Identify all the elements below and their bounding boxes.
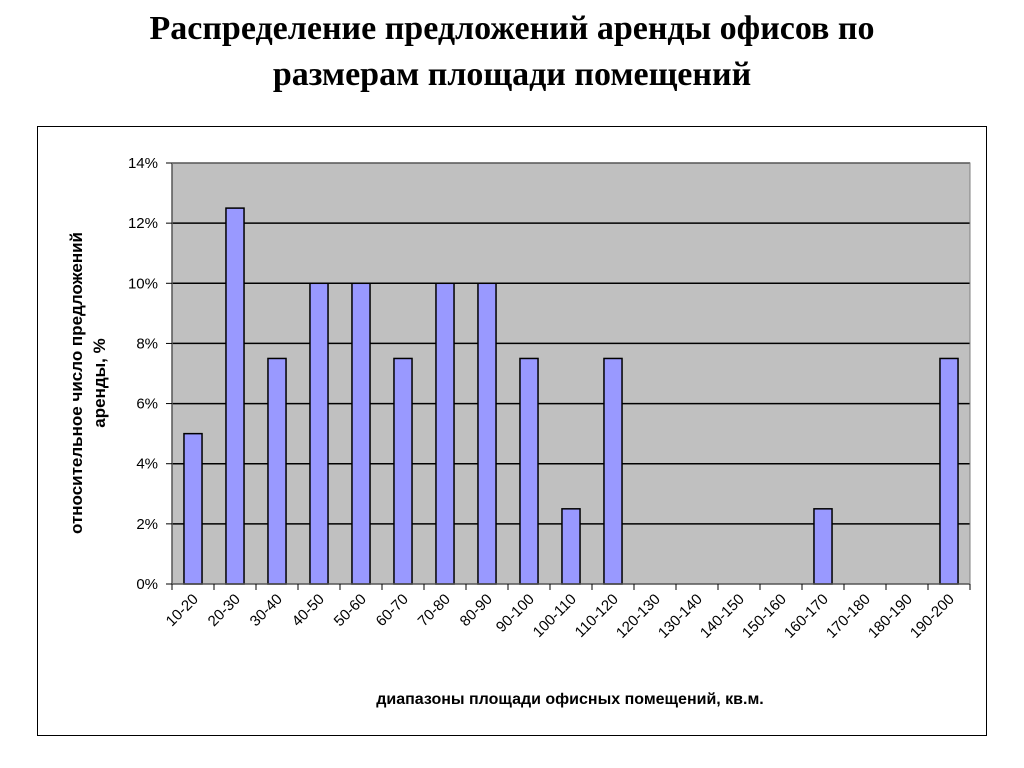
x-tick-label: 160-170	[781, 591, 832, 642]
y-axis-label: относительное число предложений аренды, %	[67, 232, 109, 534]
x-tick-label: 30-40	[247, 591, 286, 630]
y-tick-label: 6%	[136, 396, 158, 413]
x-tick-label: 70-80	[415, 591, 454, 630]
y-tick-label: 12%	[128, 215, 158, 232]
x-tick-label: 120-130	[613, 591, 664, 642]
slide-title: Распределение предложений аренды офисов …	[0, 6, 1024, 98]
x-tick-label: 40-50	[289, 591, 328, 630]
y-tick-label: 8%	[136, 335, 158, 352]
bar	[813, 508, 833, 585]
y-tick-label: 14%	[128, 155, 158, 172]
bar	[477, 282, 497, 585]
plot-border	[171, 162, 971, 585]
x-tick-label: 180-190	[865, 591, 916, 642]
x-axis-label: диапазоны площади офисных помещений, кв.…	[376, 691, 764, 708]
slide-title-line-2: размерам площади помещений	[272, 56, 752, 93]
axes	[171, 162, 971, 585]
x-tick-label: 190-200	[907, 591, 958, 642]
x-tick-label: 110-120	[572, 591, 622, 641]
x-tick-label: 60-70	[373, 591, 412, 630]
x-tick-labels: 10-20 20-30 30-40 40-50 50-60 60-70 70-80 80-90…	[163, 584, 971, 642]
y-tick-label: 0%	[136, 576, 158, 593]
bar	[267, 357, 287, 585]
bar	[519, 357, 539, 585]
bar	[561, 508, 581, 585]
x-tick-label: 80-90	[457, 591, 496, 630]
x-tick-label: 10-20	[163, 591, 202, 630]
bar	[183, 432, 203, 585]
y-tick-label: 4%	[136, 456, 158, 473]
x-tick-label: 20-30	[205, 591, 244, 630]
bar	[393, 357, 413, 585]
bar	[309, 282, 329, 585]
bar	[351, 282, 371, 585]
x-tick-label: 140-150	[697, 591, 748, 642]
bar	[939, 357, 959, 585]
y-tick-label: 10%	[128, 275, 158, 292]
x-tick-label: 100-110	[530, 591, 580, 641]
y-tick-labels: 0% 2% 4% 6% 8% 10% 12% 14%	[128, 155, 172, 593]
x-tick-label: 150-160	[739, 591, 790, 642]
bar	[225, 207, 245, 585]
x-tick-label: 50-60	[331, 591, 370, 630]
x-tick-label: 170-180	[823, 591, 874, 642]
slide-title-line-1: Распределение предложений аренды офисов …	[149, 10, 875, 47]
bars	[183, 207, 959, 585]
bar	[435, 282, 455, 585]
bar	[603, 357, 623, 585]
x-tick-label: 130-140	[655, 591, 706, 642]
y-tick-label: 2%	[136, 516, 158, 533]
